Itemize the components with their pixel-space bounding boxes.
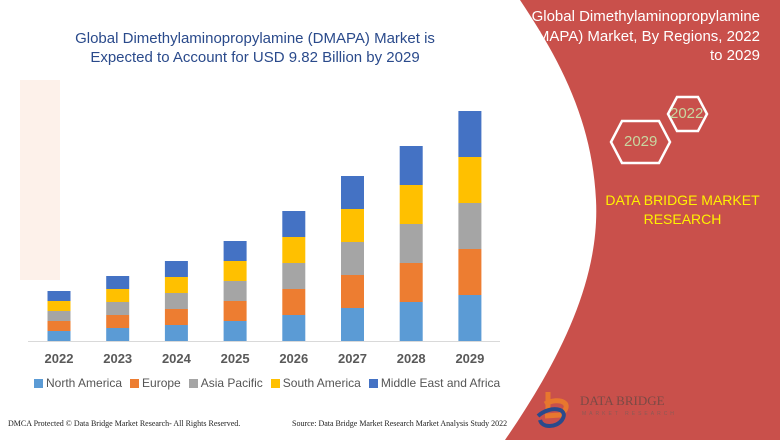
x-tick-label: 2027	[338, 351, 367, 366]
panel-title-line: (DMAPA) Market, By Regions, 2022	[521, 27, 760, 45]
x-tick-label: 2029	[455, 351, 484, 366]
legend-label: Middle East and Africa	[380, 376, 501, 390]
x-tick-label: 2023	[103, 351, 132, 366]
bar-segment-middle-east-and-africa-2027	[341, 176, 364, 209]
bar-segment-asia-pacific-2026	[282, 263, 306, 289]
bar-segment-south-america-2028	[399, 185, 423, 224]
bar-segment-europe-2027	[341, 275, 364, 308]
bar-segment-europe-2023	[106, 315, 130, 328]
footer-copyright: DMCA Protected © Data Bridge Market Rese…	[8, 419, 241, 428]
brand-line: RESEARCH	[643, 211, 722, 227]
bar-segment-north-america-2028	[399, 302, 423, 341]
legend-swatch	[188, 378, 198, 388]
legend-item: Middle East and Africa	[368, 376, 501, 390]
bar-segment-north-america-2025	[223, 321, 247, 341]
bar-segment-asia-pacific-2022	[47, 311, 71, 321]
panel-title-line: Global Dimethylaminopropylamine	[531, 8, 760, 25]
bar-segment-europe-2024	[164, 309, 188, 325]
bar-segment-europe-2026	[282, 289, 306, 315]
bar-segment-south-america-2029	[458, 157, 482, 203]
bar-segment-europe-2025	[223, 301, 247, 321]
legend-swatch	[130, 378, 140, 388]
bar-segment-south-america-2023	[106, 289, 130, 302]
legend-item: North America	[34, 376, 122, 390]
legend-swatch	[270, 378, 280, 388]
legend-swatch	[368, 378, 378, 388]
hexagon-2029	[609, 119, 672, 165]
bar-segment-north-america-2024	[164, 325, 188, 341]
x-tick-label: 2026	[279, 351, 308, 366]
x-tick-label: 2022	[45, 351, 74, 366]
legend-label: Asia Pacific	[200, 376, 263, 390]
bar-segment-europe-2022	[47, 321, 71, 331]
bar-segment-north-america-2027	[341, 308, 364, 341]
hex-label-2029: 2029	[624, 133, 658, 150]
bar-segment-asia-pacific-2024	[164, 293, 188, 309]
bar-segment-middle-east-and-africa-2023	[106, 276, 130, 289]
bar-segment-europe-2028	[399, 263, 423, 302]
bar-segment-asia-pacific-2029	[458, 203, 482, 249]
bar-segment-north-america-2023	[106, 328, 130, 341]
bar-segment-north-america-2022	[47, 331, 71, 341]
x-tick-label: 2028	[397, 351, 426, 366]
bar-segment-asia-pacific-2025	[223, 281, 247, 301]
legend-item: South America	[270, 376, 361, 390]
legend: North America Europe Asia Pacific South Ame…	[34, 376, 500, 390]
footer-source: Source: Data Bridge Market Research Mark…	[292, 419, 508, 428]
red-panel-shape	[505, 0, 780, 440]
bar-segment-middle-east-and-africa-2026	[282, 211, 306, 237]
bar-segment-europe-2029	[458, 249, 482, 295]
brand-line: DATA BRIDGE MARKET	[605, 192, 760, 208]
bar-segment-north-america-2026	[282, 315, 306, 341]
hexagon-2022	[666, 95, 709, 133]
x-tick-label: 2025	[221, 351, 250, 366]
bar-segment-south-america-2025	[223, 261, 247, 281]
logo-swoosh	[536, 407, 566, 428]
bar-segment-south-america-2022	[47, 301, 71, 311]
watermark-logo	[20, 80, 180, 280]
bar-segment-asia-pacific-2023	[106, 302, 130, 315]
legend-item: Asia Pacific	[188, 376, 263, 390]
bar-segment-middle-east-and-africa-2024	[164, 261, 188, 277]
bar-segment-middle-east-and-africa-2028	[399, 146, 423, 185]
bar-segment-middle-east-and-africa-2029	[458, 111, 482, 157]
bar-segment-south-america-2026	[282, 237, 306, 263]
bar-segment-south-america-2024	[164, 277, 188, 293]
legend-item: Europe	[130, 376, 181, 390]
logo-subtext: MARKET RESEARCH	[582, 411, 677, 417]
bar-segment-asia-pacific-2027	[341, 242, 364, 275]
brand-text: DATA BRIDGE MARKET RESEARCH	[600, 191, 765, 229]
panel-title: Global Dimethylaminopropylamine (DMAPA) …	[500, 7, 760, 66]
x-tick-label: 2024	[162, 351, 192, 366]
bar-segment-south-america-2027	[341, 209, 364, 242]
legend-label: South America	[282, 376, 361, 390]
title-line: Global Dimethylaminopropylamine (DMAPA) …	[75, 30, 435, 47]
bar-segment-middle-east-and-africa-2025	[223, 241, 247, 261]
hex-label-2022: 2022	[670, 105, 704, 122]
title-line: Expected to Account for USD 9.82 Billion…	[90, 49, 420, 66]
legend-swatch	[34, 378, 43, 388]
bar-segment-middle-east-and-africa-2022	[47, 291, 71, 301]
legend-label: North America	[46, 376, 123, 390]
bar-segment-north-america-2029	[458, 295, 482, 341]
bar-segment-asia-pacific-2028	[399, 224, 423, 263]
logo-text: DATA BRIDGE	[580, 393, 665, 408]
legend-label: Europe	[142, 376, 181, 390]
panel-title-line: to 2029	[709, 47, 760, 64]
chart-title: Global Dimethylaminopropylamine (DMAPA) …	[60, 29, 450, 67]
